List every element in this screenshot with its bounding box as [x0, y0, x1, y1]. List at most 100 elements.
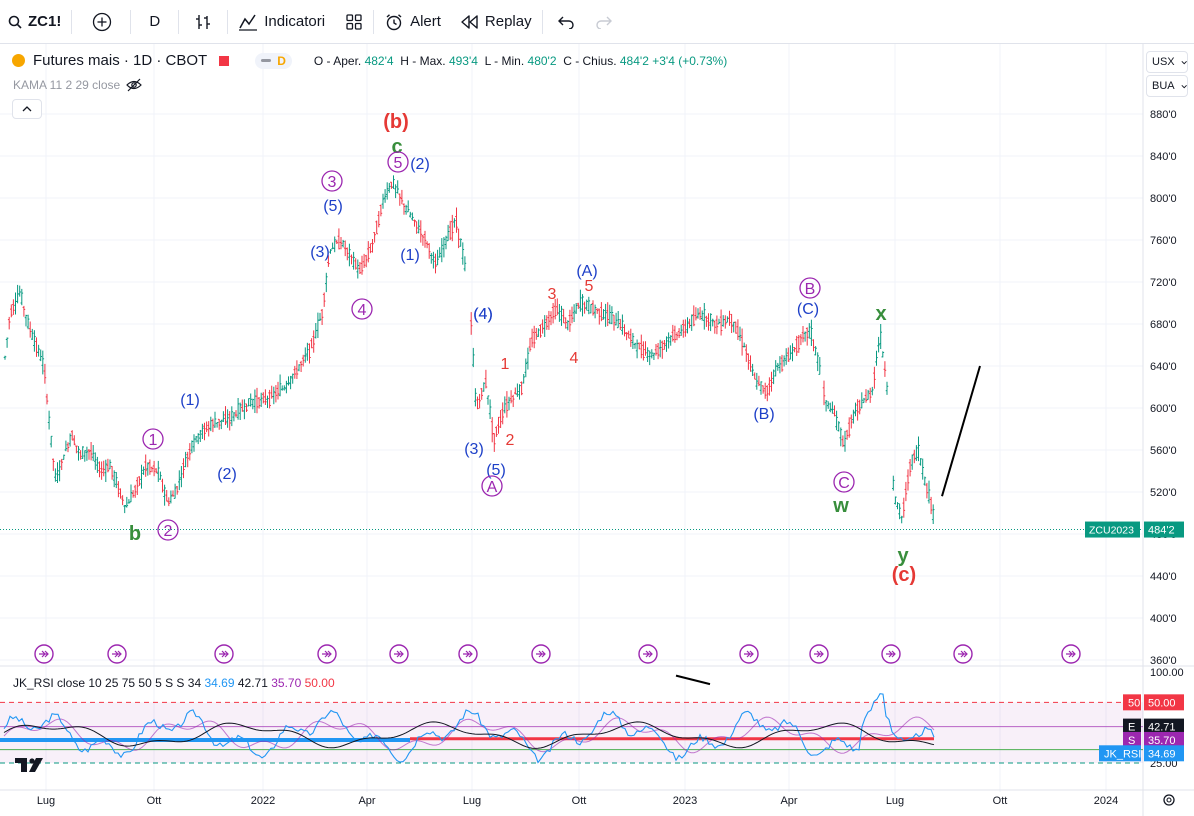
rsi-badge-e-label: E: [1128, 722, 1135, 734]
rsi-badge-jk-label: JK_RSI: [1104, 748, 1141, 760]
market-status-pill[interactable]: D: [255, 52, 292, 69]
rewind-icon: [461, 14, 478, 29]
currency-unit-button[interactable]: USX: [1146, 51, 1188, 73]
collapse-legend-button[interactable]: [12, 99, 42, 119]
chart-canvas[interactable]: (b)c5 (2)3(5)(3) (1)4 (4)(1)1(2)2b(4)12(3)(…: [0, 44, 1194, 816]
event-marker-arrow: [886, 650, 896, 658]
time-tick-label: Ott: [147, 795, 162, 807]
wave-circle-3: [321, 170, 343, 192]
rsi-legend[interactable]: JK_RSI close 10 25 75 50 5 S S 34 34.69 …: [13, 676, 335, 690]
wave-label: 1: [149, 432, 158, 449]
wave-circle-B: [799, 277, 821, 299]
wave-label: B: [805, 281, 816, 298]
alert-label: Alert: [410, 13, 441, 30]
rsi-fast-line[interactable]: [3, 693, 935, 764]
rsi-pane[interactable]: [0, 674, 1143, 764]
price-scale[interactable]: 880'0 840'0 800'0 760'0 720'0 680'0 640'0 600'0…: [1085, 109, 1184, 770]
rsi-badge-s-value-box: [1144, 731, 1184, 748]
wave-label: (4): [473, 306, 493, 323]
time-tick-label: Apr: [358, 795, 375, 807]
wave-labels: (b)c5 (2)3(5)(3) (1)4 (4)(1)1(2)2b(4)12(3)(…: [129, 111, 916, 586]
wave-label: 4: [358, 302, 367, 319]
open-value: 482'4: [364, 53, 394, 68]
chevron-up-icon: [22, 106, 32, 112]
rsi-badge-e-value-box: [1144, 718, 1184, 735]
price-tick-label: 440'0: [1150, 571, 1177, 583]
rsi-badge-jk-label-box: [1099, 745, 1141, 762]
redo-button[interactable]: [589, 0, 619, 44]
wave-label: (5): [486, 462, 506, 479]
wave-circle-2: [157, 519, 179, 541]
grid-lines: [0, 44, 1194, 816]
rsi-badge-50-label: 50: [1128, 697, 1140, 709]
gear-icon[interactable]: [1163, 794, 1175, 806]
alert-button[interactable]: Alert: [374, 0, 451, 44]
wave-label: 3: [328, 174, 337, 191]
time-tick-label: 2022: [251, 795, 275, 807]
rsi-slow-line: [3, 721, 935, 749]
rsi-badge-jk-value: 34.69: [1148, 748, 1176, 760]
projection-line: [941, 365, 981, 497]
rsi-band: [0, 702, 1143, 763]
wave-label: 3: [548, 286, 557, 303]
symbol-search[interactable]: ZC1!: [0, 0, 71, 44]
last-price-value: 484'2: [1148, 525, 1175, 537]
wave-label: 5: [394, 155, 403, 172]
eye-hidden-icon[interactable]: [126, 78, 143, 92]
wave-label: (b): [383, 111, 409, 133]
quote-unit-button[interactable]: BUA: [1146, 75, 1188, 97]
search-icon: [8, 15, 22, 29]
kama-legend[interactable]: KAMA 11 2 29 close: [13, 78, 143, 92]
ohlc-values: O - Aper. 482'4 H - Max. 493'4 L - Min. …: [314, 54, 727, 68]
indicators-button[interactable]: Indicatori: [228, 0, 335, 44]
interval-label: D: [149, 13, 161, 30]
interval-button[interactable]: D: [131, 0, 178, 44]
wave-label: (2): [410, 156, 430, 173]
rsi-badge-50-value-box: [1144, 694, 1184, 711]
replay-label: Replay: [484, 13, 532, 30]
divider: [541, 9, 543, 34]
time-tick-label: Lug: [37, 795, 55, 807]
time-tick-label: Apr: [780, 795, 797, 807]
flag-icon[interactable]: [219, 55, 230, 66]
wave-label: b: [129, 523, 141, 545]
templates-button[interactable]: [335, 0, 373, 44]
time-axis[interactable]: Lug Ott 2022 Apr Lug Ott 2023 Apr Lug Ott 2024: [37, 794, 1175, 807]
wave-label: (3): [310, 244, 330, 261]
plus-circle-icon: [93, 12, 112, 31]
symbol-legend: Futures mais · 1D · CBOT D O - Aper. 482…: [12, 52, 727, 69]
top-toolbar: ZC1! D Indicatori Alert Replay: [0, 0, 1194, 44]
price-bars[interactable]: [3, 175, 935, 524]
time-tick-label: Lug: [463, 795, 481, 807]
event-marker-arrow: [1066, 650, 1076, 658]
chevron-down-icon: [1181, 60, 1187, 64]
projection-trend-line[interactable]: [941, 365, 981, 497]
rsi-badge-s-label-box: [1123, 731, 1141, 748]
event-markers[interactable]: [34, 644, 1081, 664]
wave-circle-5: [387, 151, 409, 173]
currency-label: USX: [1152, 56, 1175, 68]
wave-label: 2: [506, 432, 515, 449]
event-marker-arrow: [958, 650, 968, 658]
symbol-title[interactable]: Futures mais · 1D · CBOT: [33, 52, 208, 69]
tradingview-logo[interactable]: [15, 758, 45, 777]
last-price-symbol-badge[interactable]: [1085, 521, 1140, 538]
close-label: C - Chius.: [563, 53, 617, 68]
event-marker-arrow: [322, 650, 332, 658]
wave-circle-A: [481, 475, 503, 497]
replay-button[interactable]: Replay: [451, 0, 542, 44]
compare-button[interactable]: [72, 0, 130, 44]
last-price-badge[interactable]: [1144, 521, 1184, 538]
rsi-value-3: 35.70: [271, 676, 302, 690]
chart-type-button[interactable]: [179, 0, 227, 44]
price-tick-label: 560'0: [1150, 445, 1177, 457]
undo-button[interactable]: [543, 0, 589, 44]
time-tick-label: Ott: [572, 795, 587, 807]
event-marker-arrow: [219, 650, 229, 658]
rsi-divergence-line[interactable]: [675, 674, 711, 686]
event-marker-arrow: [814, 650, 824, 658]
last-price-symbol-label: ZCU2023: [1089, 525, 1134, 537]
bars-chart-icon: [196, 14, 211, 29]
price-tick-label: 520'0: [1150, 487, 1177, 499]
event-marker-arrow: [744, 650, 754, 658]
